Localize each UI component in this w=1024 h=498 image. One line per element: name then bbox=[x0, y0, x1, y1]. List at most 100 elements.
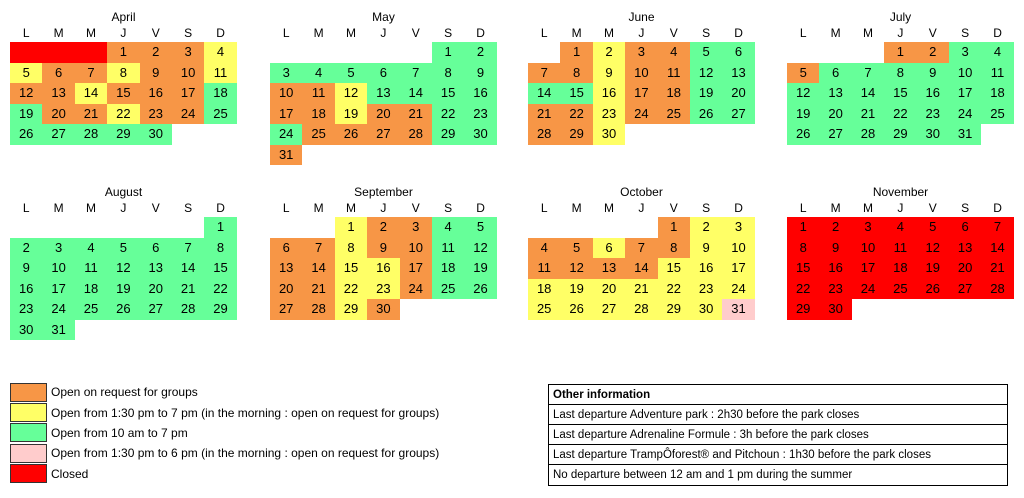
day-cell: 26 bbox=[334, 124, 368, 145]
day-cell: 23 bbox=[367, 278, 400, 299]
day-cell: 8 bbox=[334, 237, 368, 258]
month-title: May bbox=[372, 10, 395, 24]
day-cell: 29 bbox=[334, 299, 368, 320]
day-cell: 14 bbox=[399, 83, 432, 104]
weekday-label: S bbox=[184, 26, 193, 40]
day-cell: 11 bbox=[204, 62, 237, 83]
weekday-label: L bbox=[799, 201, 807, 215]
weekday-label: M bbox=[345, 26, 356, 40]
month-november: November L M M J V S D 1 2 3 4 5 6 7 8 9 10 11 12 13 14 15 16 17… bbox=[787, 185, 1014, 320]
day-cell: 10 bbox=[270, 83, 303, 104]
day-cell: 17 bbox=[948, 83, 982, 104]
legend-label: Open from 1:30 pm to 7 pm (in the mornin… bbox=[51, 405, 440, 420]
day-cell: 30 bbox=[916, 124, 949, 145]
weekday-label: D bbox=[216, 26, 225, 40]
day-cell: 4 bbox=[884, 217, 917, 238]
weekday-label: V bbox=[411, 26, 420, 40]
day-cell: 2 bbox=[10, 237, 43, 258]
day-cell: 17 bbox=[851, 258, 885, 279]
month-title: October bbox=[620, 185, 663, 199]
weekday-label: M bbox=[53, 26, 64, 40]
day-cell: 7 bbox=[302, 237, 335, 258]
day-cell: 1 bbox=[334, 217, 368, 238]
weekday-label: M bbox=[603, 26, 614, 40]
day-cell: 23 bbox=[689, 278, 723, 299]
day-cell: 10 bbox=[399, 237, 432, 258]
month-july: July L M M J V S D 1 2 3 4 5 6 7 8 9 10 11 12 13 14 15 16 17 18 19… bbox=[787, 10, 1014, 145]
weekday-label: M bbox=[571, 26, 582, 40]
info-row: Last departure Adventure park : 2h30 bef… bbox=[549, 405, 1007, 425]
legend: Open on request for groups Open from 1:30… bbox=[10, 382, 439, 484]
day-cell: 6 bbox=[819, 62, 852, 83]
weekday-label: L bbox=[282, 26, 290, 40]
day-cell: 13 bbox=[722, 62, 755, 83]
day-cell: 20 bbox=[270, 278, 303, 299]
day-cell: 30 bbox=[464, 124, 497, 145]
day-cell: 9 bbox=[819, 237, 852, 258]
weekday-label: M bbox=[313, 201, 324, 215]
weekday-label: M bbox=[85, 201, 96, 215]
day-cell: 4 bbox=[302, 62, 335, 83]
day-cell: 24 bbox=[171, 103, 205, 124]
legend-swatch bbox=[10, 464, 47, 484]
weekday-label: M bbox=[313, 26, 324, 40]
day-cell: 13 bbox=[819, 83, 852, 104]
month-april: April L M M J V S D 1 2 3 4 5 6 7 8 9 10 11 12 13 14 15 16 17 18 1… bbox=[10, 10, 237, 145]
day-cell: 25 bbox=[204, 103, 237, 124]
weekday-label: S bbox=[702, 26, 711, 40]
day-cell: 23 bbox=[10, 299, 43, 320]
day-cell: 28 bbox=[981, 278, 1014, 299]
day-cell: 6 bbox=[722, 42, 755, 63]
day-cell: 22 bbox=[431, 103, 465, 124]
days-grid: 1 2 3 4 5 6 7 8 9 10 11 12 13 14 15 16 17 18 19 20 21 22 23 24 2… bbox=[528, 42, 755, 145]
day-cell: 25 bbox=[528, 299, 561, 320]
day-cell: 27 bbox=[819, 124, 852, 145]
day-cell: 14 bbox=[625, 258, 658, 279]
day-cell: 9 bbox=[689, 237, 723, 258]
day-cell: 28 bbox=[528, 124, 561, 145]
day-cell: 9 bbox=[464, 62, 497, 83]
day-cell: 5 bbox=[787, 62, 820, 83]
day-cell: 28 bbox=[171, 299, 205, 320]
days-grid: 1 2 3 4 5 6 7 8 9 10 11 12 13 14 15 16 17 18 19 20 21 22 23 24 2… bbox=[528, 217, 755, 320]
day-cell: 28 bbox=[74, 124, 108, 145]
other-information-box: Other information Last departure Adventu… bbox=[548, 384, 1008, 486]
legend-swatch bbox=[10, 382, 47, 402]
day-cell: 7 bbox=[528, 62, 561, 83]
day-cell: 14 bbox=[302, 258, 335, 279]
day-cell: 21 bbox=[399, 103, 432, 124]
day-cell: 13 bbox=[367, 83, 400, 104]
day-cell: 23 bbox=[139, 103, 172, 124]
day-cell: 29 bbox=[884, 124, 917, 145]
day-cell: 3 bbox=[851, 217, 885, 238]
day-cell: 18 bbox=[657, 83, 690, 104]
day-cell: 11 bbox=[884, 237, 917, 258]
empty-cell bbox=[334, 42, 368, 63]
legend-swatch bbox=[10, 403, 47, 423]
day-cell: 30 bbox=[367, 299, 400, 320]
day-cell: 10 bbox=[722, 237, 755, 258]
empty-cell bbox=[10, 217, 43, 238]
day-cell: 16 bbox=[367, 258, 400, 279]
empty-cell bbox=[171, 217, 205, 238]
day-cell: 10 bbox=[851, 237, 885, 258]
info-row: No departure between 12 am and 1 pm duri… bbox=[553, 469, 853, 481]
day-cell: 8 bbox=[560, 62, 593, 83]
day-cell: 9 bbox=[10, 258, 43, 279]
day-cell: 4 bbox=[204, 42, 237, 63]
day-cell: 6 bbox=[367, 62, 400, 83]
day-cell: 18 bbox=[302, 103, 335, 124]
day-cell: 20 bbox=[722, 83, 755, 104]
day-cell: 11 bbox=[981, 62, 1014, 83]
day-cell: 31 bbox=[42, 319, 75, 340]
day-cell: 9 bbox=[139, 62, 172, 83]
days-grid: 1 2 3 4 5 6 7 8 9 10 11 12 13 14 15 16 17 18 19 20 21 22 23 24 2… bbox=[787, 42, 1014, 145]
weekday-label: J bbox=[897, 201, 904, 215]
day-cell: 5 bbox=[916, 217, 949, 238]
weekday-label: V bbox=[928, 201, 937, 215]
day-cell: 26 bbox=[560, 299, 593, 320]
days-grid: 1 2 3 4 5 6 7 8 9 10 11 12 13 14 15 16 17 18 19 20 21 22 23 24 2… bbox=[10, 217, 237, 340]
